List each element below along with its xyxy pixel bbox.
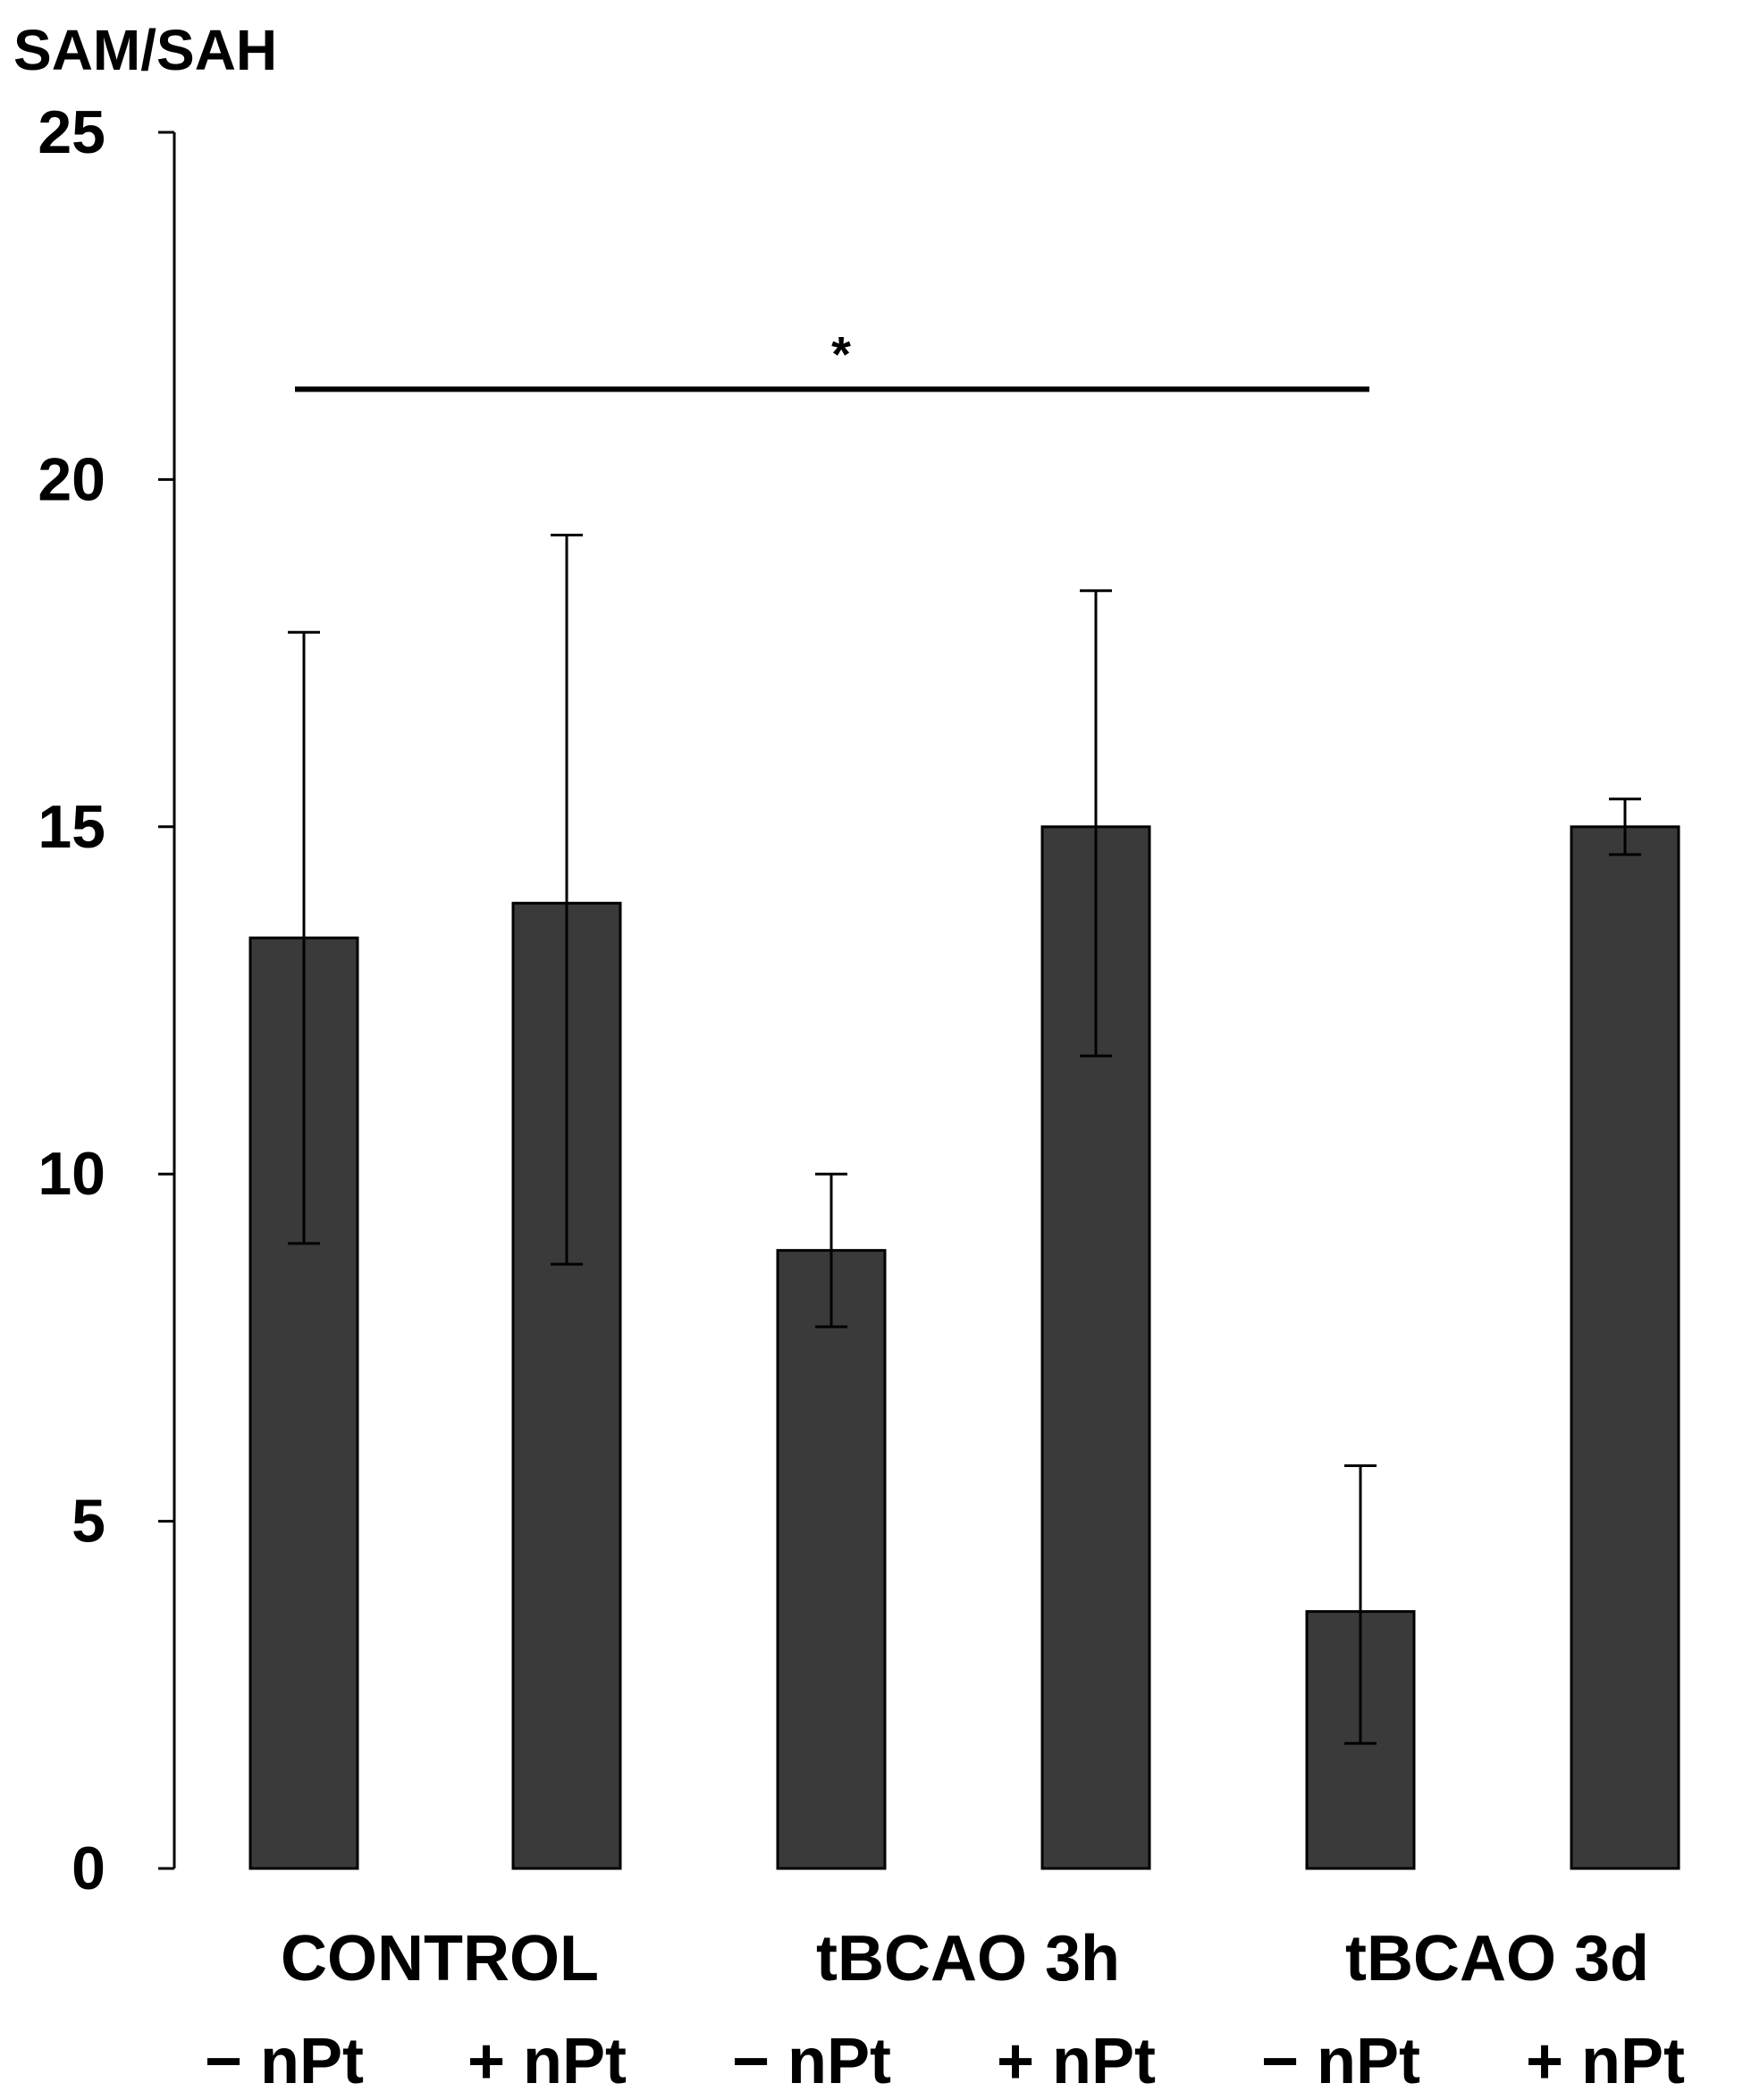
y-axis-ticks: 0 5 10 15 20 25	[38, 98, 174, 1902]
y-tick-label: 5	[72, 1488, 105, 1556]
error-bars	[288, 534, 1641, 1745]
bar	[1570, 825, 1680, 1870]
bars	[248, 825, 1680, 1870]
category-label: + nPt	[997, 2026, 1156, 2097]
category-label: + nPt	[467, 2026, 627, 2097]
group-label: tBCAO 3h	[816, 1923, 1120, 1995]
bar	[776, 1249, 887, 1870]
category-label: + nPt	[1526, 2026, 1685, 2097]
y-tick-label: 20	[38, 445, 105, 513]
group-label: tBCAO 3d	[1345, 1923, 1649, 1995]
y-tick-label: 15	[38, 793, 105, 861]
y-tick-label: 0	[72, 1834, 105, 1902]
y-tick-label: 25	[38, 98, 105, 166]
y-axis-label: SAM/SAH	[13, 18, 277, 82]
significance-marker: *	[831, 325, 851, 382]
category-label: − nPt	[1261, 2026, 1420, 2097]
significance-annotations: *	[295, 325, 1369, 392]
group-label: CONTROL	[281, 1923, 599, 1995]
category-label: − nPt	[205, 2026, 364, 2097]
x-axis-labels: CONTROL tBCAO 3h tBCAO 3d − nPt + nPt − nPt + …	[205, 1923, 1685, 2097]
y-tick-label: 10	[38, 1140, 105, 1208]
category-label: − nPt	[732, 2026, 891, 2097]
